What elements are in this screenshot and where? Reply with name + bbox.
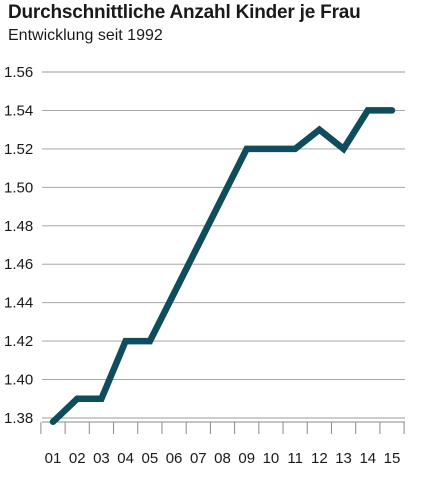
data-point xyxy=(171,290,177,296)
series-line xyxy=(49,107,396,426)
grid-lines xyxy=(42,71,405,419)
x-tick-label: 07 xyxy=(190,450,207,467)
y-tick-label: 1.52 xyxy=(4,141,33,158)
x-tick-label: 13 xyxy=(335,450,352,467)
data-point xyxy=(74,396,80,402)
x-tick-label: 02 xyxy=(69,450,86,467)
y-tick-label: 1.46 xyxy=(4,256,33,273)
x-tick-label: 01 xyxy=(45,450,62,467)
x-tick-label: 10 xyxy=(263,450,280,467)
data-point xyxy=(268,146,274,152)
x-tick-label: 11 xyxy=(287,450,303,467)
series xyxy=(49,107,396,426)
data-point xyxy=(365,107,371,113)
data-point xyxy=(292,146,298,152)
x-axis xyxy=(40,421,405,434)
y-axis-tick-labels: 1.38 1.40 1.42 1.44 1.46 1.48 1.50 1.52 1.54 1.56 xyxy=(4,64,33,427)
x-tick-label: 09 xyxy=(238,450,255,467)
chart-title: Durchschnittliche Anzahl Kinder je Frau xyxy=(8,2,361,23)
data-point xyxy=(341,146,347,152)
data-point xyxy=(220,194,226,200)
y-tick-label: 1.44 xyxy=(4,295,33,312)
data-point xyxy=(98,396,104,402)
x-tick-label: 14 xyxy=(359,450,376,467)
chart-subtitle: Entwicklung seit 1992 xyxy=(8,27,163,44)
x-axis-tick-labels: 01 02 03 04 05 06 07 08 09 10 11 12 13 14 15 xyxy=(45,450,401,467)
y-tick-label: 1.40 xyxy=(4,372,33,389)
x-tick-label: 03 xyxy=(93,450,110,467)
x-tick-label: 12 xyxy=(311,450,328,467)
y-tick-label: 1.56 xyxy=(4,64,33,81)
y-tick-label: 1.50 xyxy=(4,179,33,196)
data-point xyxy=(244,146,250,152)
y-tick-label: 1.54 xyxy=(4,102,33,119)
data-point xyxy=(123,338,129,344)
y-tick-label: 1.38 xyxy=(4,410,33,427)
x-tick-label: 04 xyxy=(117,450,134,467)
x-tick-label: 15 xyxy=(384,450,401,467)
data-point xyxy=(147,338,153,344)
x-tick-label: 06 xyxy=(166,450,183,467)
data-point xyxy=(195,242,201,248)
data-point xyxy=(316,127,322,133)
y-tick-label: 1.42 xyxy=(4,333,33,350)
data-point xyxy=(50,419,56,425)
x-tick-label: 08 xyxy=(214,450,231,467)
x-tick-label: 05 xyxy=(142,450,159,467)
y-tick-label: 1.48 xyxy=(4,218,33,235)
data-point xyxy=(389,107,395,113)
